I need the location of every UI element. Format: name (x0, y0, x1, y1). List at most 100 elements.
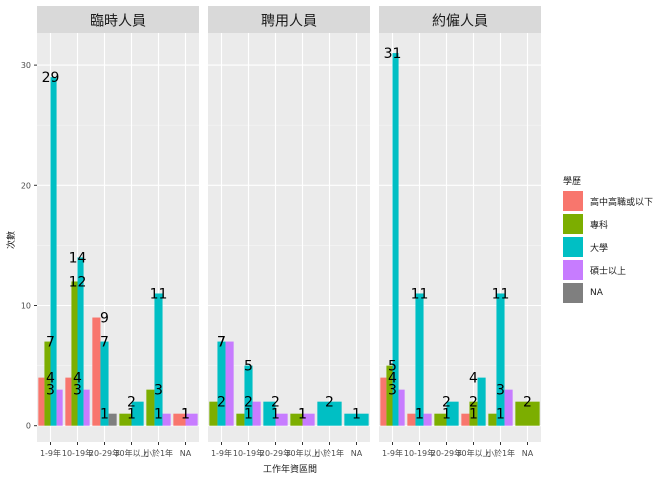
facet-strip (208, 6, 370, 33)
panel-background (208, 33, 370, 442)
bar (263, 401, 276, 426)
data-label: 1 (100, 407, 109, 423)
legend-label: 大學 (590, 243, 609, 254)
data-label: 3 (73, 383, 82, 399)
data-label: 1 (154, 407, 163, 423)
bar (380, 377, 387, 426)
legend-title: 學歷 (563, 177, 582, 187)
bar (44, 341, 51, 426)
y-axis-title: 次數 (5, 231, 17, 249)
bar (217, 341, 226, 426)
bar (275, 413, 288, 426)
x-tick-label: 30年以上 (456, 448, 490, 458)
bar (415, 293, 424, 426)
data-label: 1 (244, 407, 253, 423)
bar (392, 53, 399, 426)
data-label: 1 (442, 407, 451, 423)
legend-item: 大學 (563, 236, 608, 258)
x-tick-label: 20-29年 (431, 448, 462, 458)
x-tick-label: 30年以上 (114, 448, 148, 458)
x-tick-label: 10-19年 (62, 448, 93, 458)
data-label: 9 (100, 311, 109, 327)
data-label: 29 (42, 70, 60, 86)
bar (209, 401, 218, 426)
bar (461, 413, 470, 426)
x-tick-label: 1-9年 (40, 448, 61, 458)
facet-title: 約僱人員 (432, 14, 488, 30)
x-tick-label: 小於1年 (144, 448, 173, 458)
legend-item: 專科 (563, 213, 608, 235)
data-label: 2 (469, 395, 478, 411)
data-label: 1 (127, 407, 136, 423)
bar (154, 293, 163, 426)
data-label: 11 (150, 286, 168, 302)
data-label: 2 (271, 395, 280, 411)
bar (131, 401, 144, 426)
bar (496, 293, 505, 426)
data-label: 4 (46, 371, 55, 387)
data-label: 7 (46, 335, 55, 351)
data-label: 3 (46, 383, 55, 399)
x-tick-label: 10-19年 (233, 448, 264, 458)
data-label: 14 (69, 250, 87, 266)
bar (236, 413, 245, 426)
bar (302, 413, 315, 426)
y-tick-label: 0 (26, 422, 31, 431)
legend-key (563, 283, 583, 303)
data-label: 1 (181, 407, 190, 423)
bar (56, 389, 63, 426)
legend-label: 專科 (590, 220, 609, 231)
bar (398, 389, 405, 426)
facet-title: 臨時人員 (90, 14, 146, 30)
data-label: 1 (271, 407, 280, 423)
data-label: 3 (496, 383, 505, 399)
legend-key (563, 214, 583, 234)
bar (100, 341, 109, 426)
data-label: 1 (415, 407, 424, 423)
y-tick-label: 30 (21, 61, 31, 70)
y-tick-label: 20 (21, 181, 31, 190)
facet-strip (37, 6, 199, 33)
data-label: 12 (69, 274, 87, 290)
legend-label: 碩士以上 (590, 266, 627, 277)
bar (77, 257, 84, 426)
bar (146, 389, 155, 426)
legend-key (563, 237, 583, 257)
data-label: 1 (298, 407, 307, 423)
bar (50, 77, 57, 426)
data-label: 2 (127, 395, 136, 411)
legend-item: 碩士以上 (563, 259, 626, 281)
bar (38, 377, 45, 426)
y-tick-label: 10 (21, 302, 31, 311)
bar (185, 413, 198, 426)
x-tick-label: NA (180, 449, 192, 458)
bar (386, 365, 393, 426)
panel-background (37, 33, 199, 442)
data-label: 1 (496, 407, 505, 423)
x-tick-label: NA (351, 449, 363, 458)
data-label: 7 (100, 335, 109, 351)
data-label: 7 (217, 335, 226, 351)
data-label: 2 (217, 395, 226, 411)
bar (244, 365, 253, 426)
data-label: 1 (469, 407, 478, 423)
data-label: 2 (523, 395, 532, 411)
x-tick-label: 20-29年 (260, 448, 291, 458)
x-tick-label: 1-9年 (211, 448, 232, 458)
bar (119, 413, 132, 426)
data-label: 2 (244, 395, 253, 411)
bar (92, 317, 101, 426)
data-label: 1 (181, 407, 190, 423)
legend-label: NA (590, 288, 603, 298)
panel-background (379, 33, 541, 442)
legend-item: 高中高職或以下 (563, 190, 653, 212)
x-tick-label: 小於1年 (315, 448, 344, 458)
data-label: 7 (217, 335, 226, 351)
data-label: 4 (388, 371, 397, 387)
bar (488, 413, 497, 426)
facet-strip (379, 6, 541, 33)
data-label: 4 (73, 371, 82, 387)
